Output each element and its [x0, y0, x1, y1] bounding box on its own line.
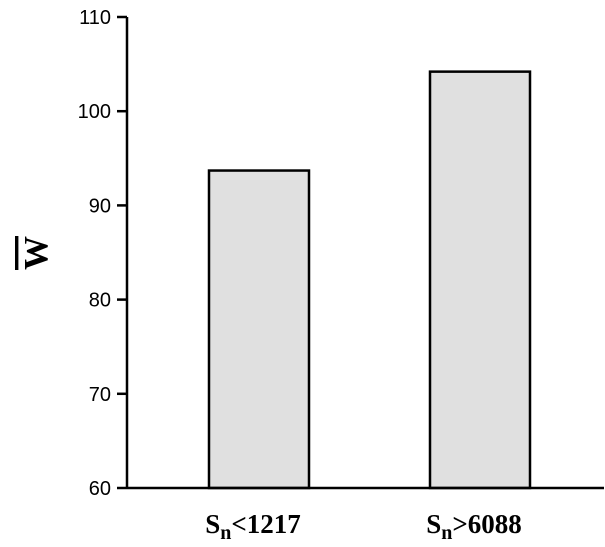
x-tick-label-1: Sn<1217: [205, 509, 301, 544]
x-axis: Sn<1217 Sn>6088: [127, 486, 604, 544]
bar-1: [207, 169, 311, 490]
y-tick-label: 80: [89, 290, 111, 312]
y-tick-label: 90: [89, 195, 111, 217]
y-tick-label: 60: [89, 478, 111, 500]
y-axis: 60 70 80 90 100 110: [78, 7, 129, 500]
y-tick-label: 110: [79, 7, 111, 29]
y-tick-label: 70: [89, 384, 111, 406]
bars: [207, 70, 532, 490]
y-tick-label: 100: [78, 101, 111, 123]
x-tick-label-2: Sn>6088: [426, 509, 522, 544]
bar-2: [428, 70, 532, 490]
y-axis-title: W: [18, 236, 55, 270]
